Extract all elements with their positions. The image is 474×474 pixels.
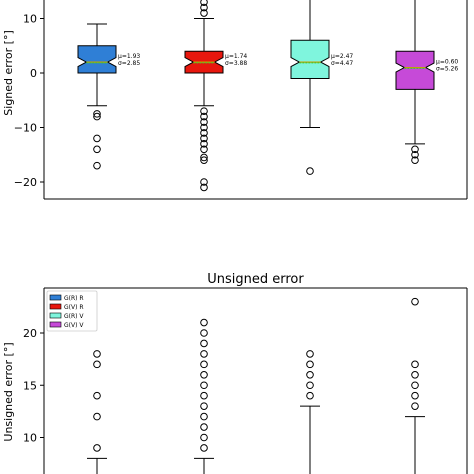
signed-outlier [200,0,208,6]
signed-outlier [200,134,208,143]
unsigned-outlier [306,391,314,400]
legend-swatch [49,321,62,328]
unsigned-outlier [411,381,419,390]
signed-outlier [200,112,208,121]
signed-mu-label: μ=1.74 [225,53,247,60]
unsigned-outlier [93,412,101,421]
signed-outlier [200,107,208,115]
legend-frame [46,290,98,332]
unsigned-error-ylabel: Unsigned error [°] [2,342,15,441]
unsigned-outlier [200,402,208,410]
unsigned-error-plot: Unsigned error Unsigned error [°] 10 15 20… [2,272,468,474]
signed-outlier [93,112,101,121]
unsigned-outlier [411,391,419,400]
unsigned-outlier [306,381,314,390]
signed-mu-label: μ=2.47 [331,53,353,60]
unsigned-outlier [200,433,208,442]
signed-outlier [411,150,419,159]
legend-entry: G(V) V [64,322,84,329]
signed-outlier [200,129,208,137]
legend-swatch [49,303,62,310]
unsigned-outlier [306,350,314,358]
signed-outlier [200,9,208,17]
unsigned-outlier [200,329,208,337]
unsigned-outlier [411,371,419,379]
signed-outlier [200,156,208,164]
signed-outlier [93,161,101,170]
legend-entry: G(R) R [64,295,84,302]
unsigned-outlier [306,371,314,379]
unsigned-outlier [411,360,419,369]
signed-outlier [200,118,208,126]
signed-box [77,45,117,74]
signed-box [290,39,330,79]
signed-error-plot: Signed error [°] −20 −10 0 10 μ=1.93σ=2.85 μ=… [2,0,468,200]
signed-ytick-label: −20 [14,176,37,189]
legend: G(R) R G(V) R G(R) V G(V) V [46,290,98,332]
legend-swatch [49,312,62,319]
unsigned-outlier [200,360,208,369]
signed-ytick-label: 10 [23,13,37,26]
unsigned-ytick-label: 10 [23,432,37,445]
signed-outlier [306,167,314,175]
signed-outlier [411,156,419,164]
legend-entry: G(V) R [64,304,84,311]
unsigned-error-title: Unsigned error [207,272,304,287]
legend-entry: G(R) V [64,313,84,320]
signed-sigma-label: σ=2.85 [118,60,140,67]
unsigned-outlier [200,444,208,452]
unsigned-outlier [200,318,208,327]
unsigned-outlier [200,350,208,358]
unsigned-outlier [411,297,419,306]
signed-error-ylabel: Signed error [°] [2,30,15,115]
signed-mu-label: μ=0.60 [436,59,458,66]
signed-ytick-label: 0 [30,67,37,80]
unsigned-outlier [411,402,419,410]
signed-ytick-label: −10 [14,122,37,135]
unsigned-outlier [306,360,314,369]
signed-outlier [200,183,208,192]
unsigned-outlier [93,350,101,358]
signed-mu-label: μ=1.93 [118,53,140,60]
unsigned-outlier [200,339,208,348]
signed-outlier [93,110,101,118]
signed-outlier [200,153,208,162]
unsigned-outlier [200,412,208,421]
signed-sigma-label: σ=4.47 [331,60,353,67]
unsigned-outlier [93,360,101,369]
signed-box [395,50,435,90]
unsigned-outlier [200,391,208,400]
signed-sigma-label: σ=5.26 [436,66,458,73]
signed-outlier [200,145,208,154]
signed-outlier [200,140,208,148]
unsigned-outlier [93,391,101,400]
legend-swatch [49,294,62,301]
unsigned-outlier [200,371,208,379]
signed-outlier [200,123,208,132]
unsigned-ytick-label: 15 [23,379,37,392]
signed-sigma-label: σ=3.88 [225,60,247,67]
signed-outlier [93,145,101,154]
signed-outlier [411,145,419,154]
unsigned-outlier [200,381,208,390]
signed-outlier [93,134,101,143]
unsigned-outlier [200,423,208,431]
signed-outlier [200,178,208,186]
unsigned-ytick-label: 20 [23,327,37,340]
unsigned-outlier [93,444,101,452]
signed-outlier [200,3,208,12]
